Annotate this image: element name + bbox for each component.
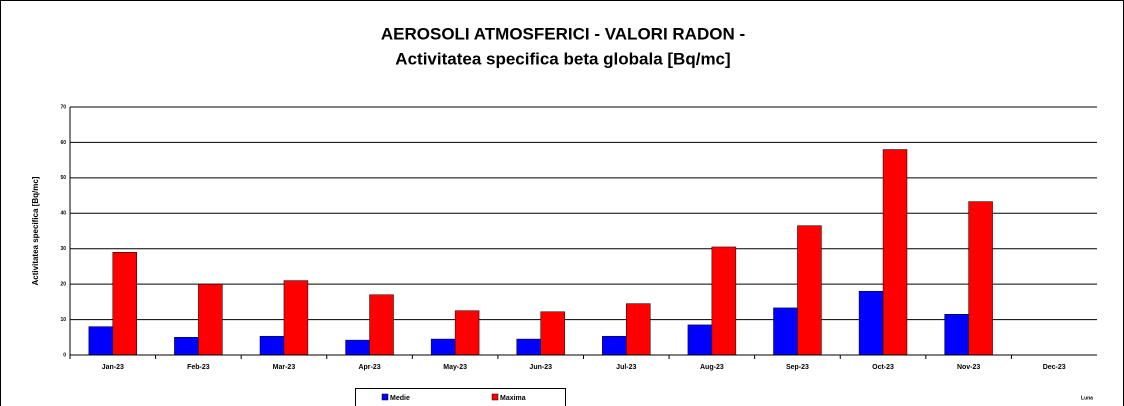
legend-box bbox=[355, 388, 566, 406]
legend-label: Medie bbox=[390, 395, 410, 402]
y-tick-label: 50 bbox=[60, 175, 66, 181]
x-tick-label: Dec-23 bbox=[1043, 364, 1066, 371]
x-tick-label: May-23 bbox=[443, 364, 467, 371]
x-tick-label: Aug-23 bbox=[700, 364, 724, 371]
bar bbox=[773, 307, 798, 356]
bar bbox=[369, 294, 394, 356]
legend-swatch bbox=[381, 393, 389, 401]
bar bbox=[259, 335, 285, 356]
bar bbox=[430, 338, 456, 356]
bar bbox=[174, 337, 199, 356]
legend-label: Maxima bbox=[500, 395, 526, 402]
x-tick-label: Nov-23 bbox=[957, 364, 980, 371]
bar bbox=[198, 283, 223, 356]
x-tick-label: Apr-23 bbox=[358, 364, 380, 371]
bar bbox=[711, 246, 737, 356]
bar bbox=[540, 311, 565, 356]
x-tick-label: Feb-23 bbox=[187, 364, 210, 371]
y-axis-label: Activitatea specifica [Bq/mc] bbox=[31, 176, 40, 285]
x-tick-label: Oct-23 bbox=[872, 364, 894, 371]
bar bbox=[882, 149, 908, 356]
bar bbox=[797, 225, 822, 356]
bar bbox=[858, 290, 884, 356]
x-tick-label: Jun-23 bbox=[529, 364, 552, 371]
bar bbox=[944, 314, 969, 356]
bar bbox=[454, 310, 480, 356]
y-tick-label: 70 bbox=[60, 104, 66, 110]
bar bbox=[968, 201, 993, 356]
y-tick-label: 10 bbox=[60, 317, 66, 323]
bar bbox=[516, 338, 541, 356]
bar bbox=[687, 324, 713, 356]
x-tick-label: Jul-23 bbox=[616, 364, 636, 371]
legend-swatch bbox=[491, 393, 499, 401]
x-axis-label: Luna bbox=[1081, 395, 1093, 401]
x-tick-label: Mar-23 bbox=[273, 364, 296, 371]
bar bbox=[112, 252, 138, 356]
bar bbox=[626, 303, 651, 356]
bar bbox=[283, 280, 309, 356]
y-tick-label: 20 bbox=[60, 281, 66, 287]
bar bbox=[345, 339, 370, 356]
chart-subtitle: Activitatea specifica beta globala [Bq/m… bbox=[395, 49, 730, 68]
y-tick-label: 60 bbox=[60, 140, 66, 146]
y-tick-label: 40 bbox=[60, 211, 66, 217]
y-tick-label: 30 bbox=[60, 246, 66, 252]
x-tick-label: Jan-23 bbox=[102, 364, 124, 371]
y-tick-label: 0 bbox=[63, 352, 66, 358]
chart-title: AEROSOLI ATMOSFERICI - VALORI RADON - bbox=[381, 24, 745, 43]
bar bbox=[602, 335, 627, 356]
bar bbox=[88, 326, 114, 356]
x-tick-label: Sep-23 bbox=[786, 364, 809, 371]
